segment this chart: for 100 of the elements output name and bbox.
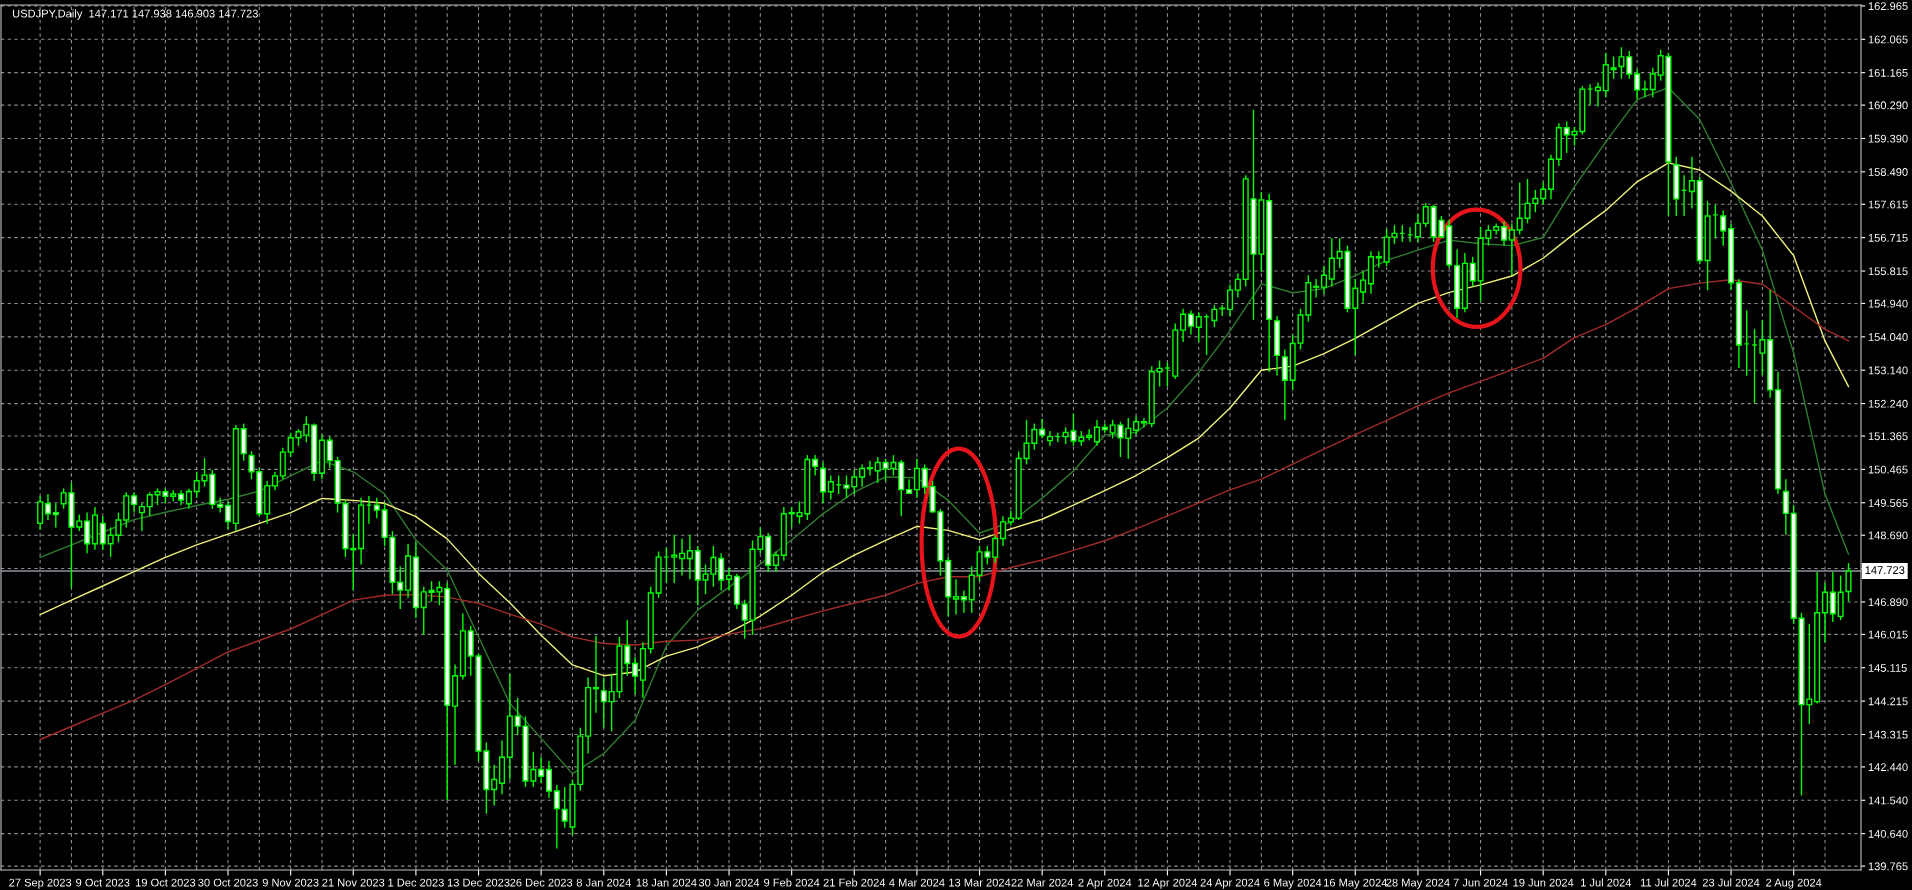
candlestick (1211, 304, 1218, 328)
x-tick-label: 19 Jun 2024 (1513, 878, 1574, 887)
candlestick (1226, 283, 1234, 317)
x-tick-label: 7 Jun 2024 (1453, 878, 1508, 887)
candlestick (851, 469, 858, 495)
candlestick (1046, 430, 1054, 447)
x-tick-label: 24 Apr 2024 (1200, 878, 1260, 889)
candlestick (1469, 256, 1476, 288)
y-tick-label: 142.440 (1868, 763, 1908, 772)
candlestick (819, 461, 827, 505)
candlestick (859, 463, 866, 488)
candlestick (1688, 155, 1695, 210)
y-tick-label: 140.640 (1868, 829, 1908, 838)
candlestick (679, 537, 686, 577)
x-tick-label: 2 Aug 2024 (1766, 878, 1822, 889)
y-tick-label: 153.140 (1868, 366, 1908, 375)
candlestick (960, 589, 967, 614)
candlestick (217, 497, 224, 514)
x-tick-label: 22 Mar 2024 (1011, 878, 1074, 887)
candlestick (1618, 46, 1625, 80)
x-tick-label: 30 Oct 2023 (198, 878, 258, 887)
y-tick-label: 160.290 (1868, 101, 1908, 110)
x-tick-label: 18 Jan 2024 (636, 878, 697, 887)
candlestick (1610, 55, 1617, 80)
x-tick-label: 21 Feb 2024 (823, 878, 886, 887)
x-tick-label: 6 May 2024 (1264, 878, 1322, 889)
candlestick (224, 500, 232, 530)
candlestick (326, 435, 333, 469)
x-tick-label: 19 Oct 2023 (135, 878, 196, 887)
candlestick (1328, 237, 1335, 288)
candlestick (874, 456, 881, 484)
x-tick-label: 26 Dec 2023 (510, 878, 573, 887)
candlestick (1782, 478, 1789, 536)
x-tick-label: 4 Mar 2024 (889, 878, 945, 887)
candlestick (992, 534, 999, 564)
candlestick (1281, 348, 1288, 421)
candlestick (99, 515, 106, 551)
y-tick-label: 157.615 (1868, 200, 1908, 209)
x-tick-label: 8 Jan 2024 (576, 878, 631, 887)
candlestick (1320, 265, 1328, 295)
x-tick-label: 2 Apr 2024 (1078, 878, 1132, 889)
line-series (39, 86, 1850, 775)
x-tick-label: 21 Nov 2023 (322, 878, 385, 887)
y-tick-label: 146.015 (1868, 630, 1908, 639)
x-tick-label: 9 Nov 2023 (262, 878, 319, 887)
x-tick-label: 30 Jan 2024 (698, 878, 760, 887)
candlestick (1360, 270, 1367, 304)
candlestick (1133, 415, 1140, 436)
y-tick-label: 139.765 (1868, 862, 1908, 871)
x-tick-label: 9 Oct 2023 (76, 878, 130, 887)
candlestick (1500, 220, 1508, 247)
y-tick-label: 150.465 (1868, 465, 1908, 474)
candlestick (600, 676, 607, 729)
x-tick-label: 12 Apr 2024 (1138, 878, 1198, 889)
y-tick-label: 148.690 (1868, 531, 1908, 540)
candlestick (906, 478, 913, 495)
x-tick-label: 1 Dec 2023 (388, 878, 444, 887)
candlestick (686, 534, 693, 581)
candlestick (1634, 68, 1641, 100)
candlestick (553, 784, 560, 850)
candlestick (350, 534, 357, 592)
candlestick (1821, 582, 1829, 644)
line-series (39, 162, 1850, 677)
candlestick (1845, 562, 1852, 603)
candlestick (718, 552, 725, 592)
x-tick-label: 16 May 2024 (1324, 878, 1388, 889)
y-tick-label: 161.165 (1868, 68, 1908, 77)
y-tick-label: 159.390 (1868, 134, 1908, 143)
x-tick-label: 1 Jul 2024 (1581, 878, 1632, 887)
candlestick (1140, 417, 1147, 428)
candlestick (592, 634, 599, 714)
x-tick-label: 23 Jul 2024 (1702, 878, 1760, 887)
candlestick (1180, 307, 1187, 343)
y-tick-label: 149.565 (1868, 499, 1908, 507)
y-tick-label: 143.315 (1868, 730, 1908, 739)
candlestick (1093, 419, 1101, 447)
candlestick (1234, 272, 1241, 299)
line-series (39, 279, 1850, 741)
candlestick (999, 515, 1007, 547)
candlestick (671, 534, 678, 584)
candlestick (1759, 319, 1766, 377)
candlestick (843, 474, 850, 499)
candlestick (1422, 202, 1429, 228)
candlestick (1720, 209, 1727, 247)
candlestick (491, 764, 498, 807)
candlestick (725, 567, 733, 592)
candlestick (632, 656, 639, 695)
candlestick (1039, 418, 1046, 440)
candlestick (271, 471, 279, 492)
candlestick (44, 493, 52, 521)
y-tick-label: 154.940 (1868, 299, 1908, 308)
y-tick-label: 146.890 (1868, 598, 1908, 607)
x-tick-label: 9 Feb 2024 (764, 878, 820, 887)
chart-title: USDJPY,Daily 147.171 147.938 146.903 147.723 (13, 9, 258, 20)
candlestick (279, 447, 286, 480)
candlestick (953, 578, 960, 616)
candlestick (1414, 213, 1421, 243)
candlestick (1649, 66, 1656, 99)
candlestick (772, 550, 780, 573)
x-tick-label: 13 Dec 2023 (447, 878, 510, 887)
